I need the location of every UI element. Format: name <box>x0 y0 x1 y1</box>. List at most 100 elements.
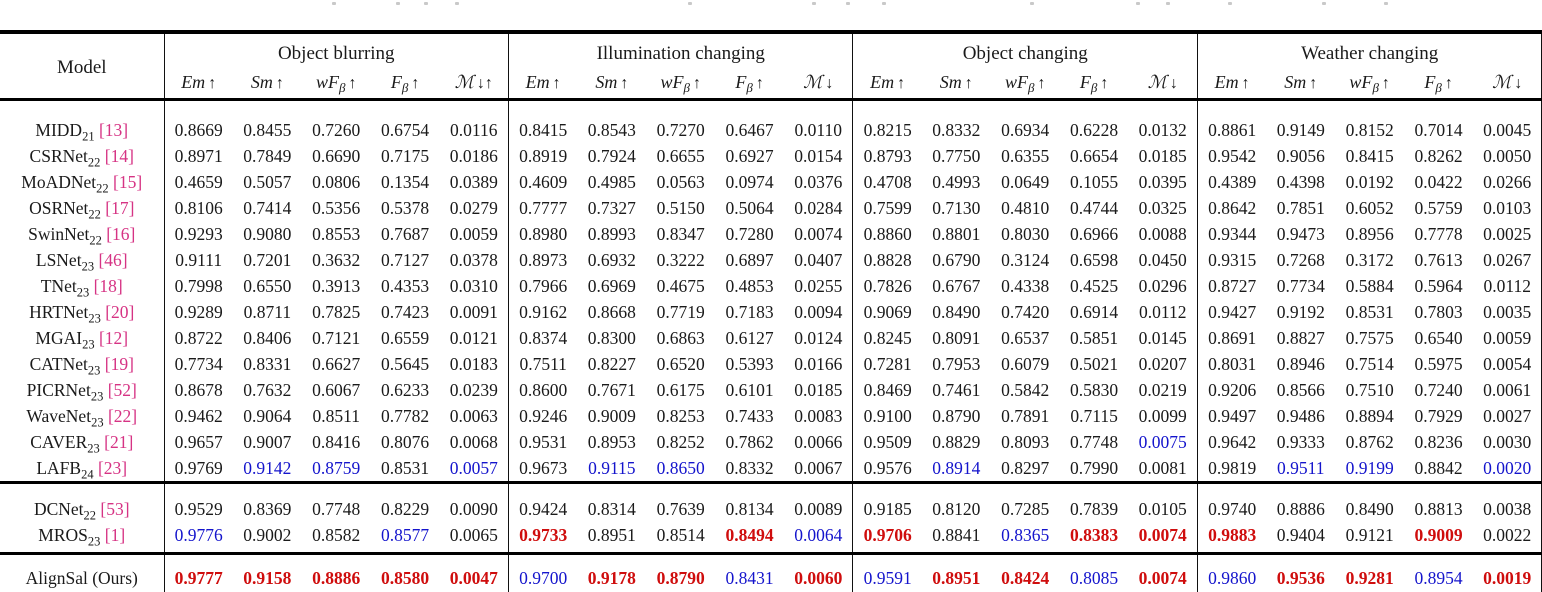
metric-value: 0.0090 <box>440 483 509 523</box>
citation-link[interactable]: [18] <box>94 276 123 296</box>
metric-value: 0.3124 <box>991 247 1060 273</box>
metric-value: 0.0065 <box>440 522 509 554</box>
metric-value: 0.0105 <box>1129 483 1198 523</box>
up-arrow-icon: ↑ <box>1306 75 1317 92</box>
metric-value: 0.0027 <box>1473 403 1542 429</box>
model-name-text: DCNet <box>34 499 84 519</box>
metric-value: 0.5759 <box>1404 195 1473 221</box>
group-title-weather-changing: Weather changing <box>1197 32 1541 70</box>
metric-value: 0.8841 <box>922 522 991 554</box>
metric-value: 0.7953 <box>922 351 991 377</box>
metric-value: 0.4659 <box>164 169 233 195</box>
citation-link[interactable]: [22] <box>108 406 137 426</box>
metric-value: 0.0325 <box>1129 195 1198 221</box>
metric-value: 0.9333 <box>1266 429 1335 455</box>
down-arrow-icon: ↓ <box>822 75 833 92</box>
metric-value: 0.6897 <box>715 247 784 273</box>
metric-value: 0.8134 <box>715 483 784 523</box>
metric-value: 0.0054 <box>1473 351 1542 377</box>
metric-value: 0.6559 <box>371 325 440 351</box>
metric-value: 0.8469 <box>853 377 922 403</box>
metric-value: 0.6914 <box>1060 299 1129 325</box>
metric-value: 0.8813 <box>1404 483 1473 523</box>
metric-value: 0.8642 <box>1197 195 1266 221</box>
metric-value: 0.8951 <box>577 522 646 554</box>
metric-header-em: Em↑ <box>164 70 233 100</box>
citation-link[interactable]: [23] <box>98 458 127 478</box>
metric-header-em: Em↑ <box>853 70 922 100</box>
metric-value: 0.8801 <box>922 221 991 247</box>
metric-value: 0.9246 <box>508 403 577 429</box>
metric-value: 0.7849 <box>233 143 302 169</box>
results-table: Model Object blurring Illumination chang… <box>0 30 1542 592</box>
metric-value: 0.6690 <box>302 143 371 169</box>
metric-value: 0.6228 <box>1060 100 1129 144</box>
metric-value: 0.0267 <box>1473 247 1542 273</box>
metric-value: 0.6101 <box>715 377 784 403</box>
metric-value: 0.7826 <box>853 273 922 299</box>
citation-link[interactable]: [52] <box>108 380 137 400</box>
metric-value: 0.0376 <box>784 169 853 195</box>
metric-value: 0.8566 <box>1266 377 1335 403</box>
metric-value: 0.5645 <box>371 351 440 377</box>
metric-value: 0.8886 <box>1266 483 1335 523</box>
citation-link[interactable]: [19] <box>105 354 134 374</box>
metric-value: 0.9404 <box>1266 522 1335 554</box>
citation-link[interactable]: [12] <box>99 328 128 348</box>
metric-value: 0.1055 <box>1060 169 1129 195</box>
up-arrow-icon: ↑ <box>550 75 561 92</box>
metric-header-em: Em↑ <box>1197 70 1266 100</box>
model-name-text: CSRNet <box>30 146 88 166</box>
up-arrow-icon: ↑ <box>894 75 905 92</box>
metric-value: 0.8691 <box>1197 325 1266 351</box>
citation-link[interactable]: [15] <box>113 172 142 192</box>
metric-value: 0.5964 <box>1404 273 1473 299</box>
metric-value: 0.9293 <box>164 221 233 247</box>
citation-link[interactable]: [13] <box>99 120 128 140</box>
citation-link[interactable]: [21] <box>104 432 133 452</box>
model-year-subscript: 23 <box>82 337 95 351</box>
metric-value: 0.9100 <box>853 403 922 429</box>
model-name-text: MROS <box>38 525 88 545</box>
metric-value: 0.8827 <box>1266 325 1335 351</box>
metric-value: 0.9860 <box>1197 554 1266 592</box>
metric-header-sm: Sm↑ <box>1266 70 1335 100</box>
metric-value: 0.7613 <box>1404 247 1473 273</box>
metric-value: 0.8227 <box>577 351 646 377</box>
metric-value: 0.0154 <box>784 143 853 169</box>
metric-value: 0.0059 <box>1473 325 1542 351</box>
metric-value: 0.0422 <box>1404 169 1473 195</box>
model-year-subscript: 23 <box>88 363 101 377</box>
metric-value: 0.6550 <box>233 273 302 299</box>
model-year-subscript: 23 <box>91 389 104 403</box>
metric-value: 0.7639 <box>646 483 715 523</box>
metric-value: 0.6934 <box>991 100 1060 144</box>
metric-value: 0.8669 <box>164 100 233 144</box>
citation-link[interactable]: [17] <box>105 198 134 218</box>
metric-value: 0.9162 <box>508 299 577 325</box>
metric-value: 0.5064 <box>715 195 784 221</box>
citation-link[interactable]: [1] <box>105 525 125 545</box>
metric-value: 0.7461 <box>922 377 991 403</box>
model-year-subscript: 22 <box>84 508 97 522</box>
citation-link[interactable]: [46] <box>98 250 127 270</box>
metric-value: 0.8331 <box>233 351 302 377</box>
citation-link[interactable]: [16] <box>106 224 135 244</box>
citation-link[interactable]: [14] <box>105 146 134 166</box>
citation-link[interactable]: [20] <box>105 302 134 322</box>
metric-value: 0.8993 <box>577 221 646 247</box>
metric-value: 0.8383 <box>1060 522 1129 554</box>
model-name-text: MoADNet <box>21 172 96 192</box>
metric-value: 0.7280 <box>715 221 784 247</box>
metric-value: 0.7825 <box>302 299 371 325</box>
metric-value: 0.7750 <box>922 143 991 169</box>
metric-header-mae: ℳ↓ <box>784 70 853 100</box>
metric-value: 0.8347 <box>646 221 715 247</box>
metric-value: 0.8365 <box>991 522 1060 554</box>
citation-link[interactable]: [53] <box>100 499 129 519</box>
